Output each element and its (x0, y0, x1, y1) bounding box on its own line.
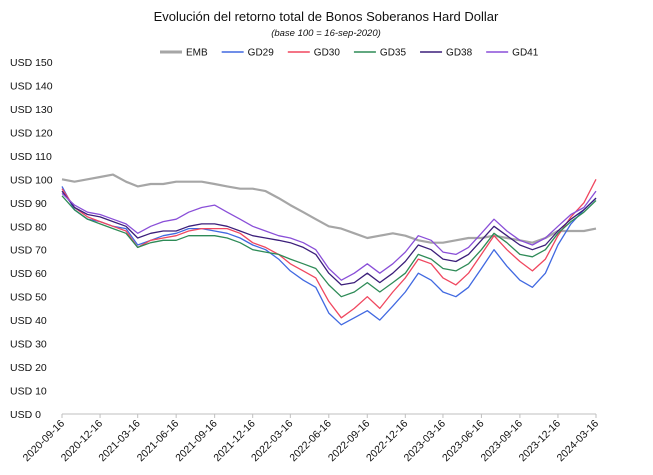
x-tick-label: 2024-03-16 (555, 418, 602, 465)
y-tick-label: USD 140 (10, 80, 53, 92)
y-tick-label: USD 110 (10, 151, 52, 163)
legend: EMB GD29 GD30 GD35 GD38 GD41 (160, 48, 539, 59)
series-line-gd35 (61, 195, 597, 298)
y-tick-label: USD 130 (10, 104, 53, 116)
series-line-gd30 (61, 179, 597, 319)
legend-label-gd30: GD30 (314, 48, 341, 59)
series-line-gd41 (61, 190, 597, 281)
y-tick-label: USD 50 (10, 292, 47, 304)
y-tick-label: USD 90 (10, 198, 47, 210)
y-tick-label: USD 10 (10, 386, 47, 398)
y-tick-label: USD 40 (10, 315, 47, 327)
legend-label-emb: EMB (186, 48, 208, 59)
y-axis: USD 0 USD 10 USD 20 USD 30 USD 40 USD 50 USD 6… (10, 57, 53, 421)
y-tick-label: USD 60 (10, 268, 47, 280)
chart-subtitle: (base 100 = 16-sep-2020) (271, 28, 381, 39)
series-line-gd38 (61, 190, 597, 286)
y-tick-label: USD 150 (10, 57, 53, 69)
y-tick-label: USD 120 (10, 127, 53, 139)
y-tick-label: USD 0 (10, 409, 41, 421)
chart-title: Evolución del retorno total de Bonos Sob… (154, 9, 499, 24)
y-tick-label: USD 30 (10, 339, 47, 351)
y-tick-label: USD 20 (10, 362, 47, 374)
series-line-emb (61, 173, 597, 244)
legend-label-gd35: GD35 (380, 48, 407, 59)
x-axis: 2020-09-162020-12-162021-03-162021-06-16… (21, 413, 602, 465)
legend-label-gd38: GD38 (446, 48, 473, 59)
y-tick-label: USD 70 (10, 245, 47, 257)
series-lines (61, 173, 597, 326)
series-line-gd29 (61, 186, 597, 326)
legend-label-gd41: GD41 (512, 48, 539, 59)
y-tick-label: USD 80 (10, 221, 47, 233)
legend-label-gd29: GD29 (248, 48, 275, 59)
y-tick-label: USD 100 (10, 174, 53, 186)
